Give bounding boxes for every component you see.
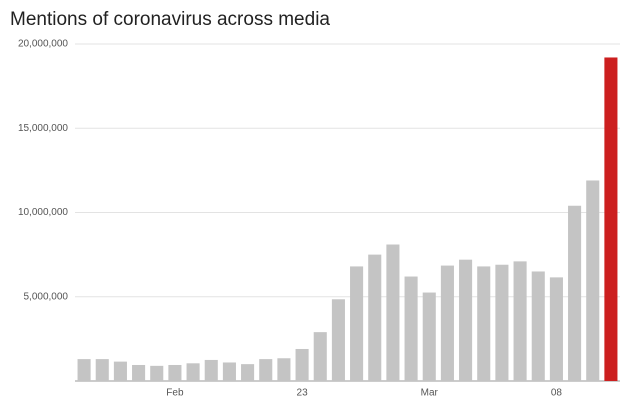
bar xyxy=(295,348,309,381)
bar xyxy=(440,265,454,381)
bar xyxy=(513,261,527,381)
y-tick-label: 20,000,000 xyxy=(18,39,68,50)
bar xyxy=(259,359,273,381)
bar xyxy=(568,205,582,381)
bar xyxy=(386,244,400,381)
bar xyxy=(604,57,618,381)
bar xyxy=(222,362,236,381)
bar xyxy=(77,359,91,381)
bar xyxy=(204,359,218,381)
y-tick-label: 15,000,000 xyxy=(18,123,68,134)
bar xyxy=(95,359,109,381)
x-tick-label: 23 xyxy=(297,388,309,399)
x-tick-label: Mar xyxy=(421,388,439,399)
bar xyxy=(313,332,327,381)
bar xyxy=(113,361,127,381)
bar xyxy=(586,180,600,381)
x-tick-label: Feb xyxy=(166,388,184,399)
bar xyxy=(241,364,255,381)
x-tick-label: 08 xyxy=(551,388,563,399)
bar xyxy=(168,364,182,381)
y-tick-label: 5,000,000 xyxy=(24,291,69,302)
bar xyxy=(404,276,418,381)
y-tick-label: 10,000,000 xyxy=(18,207,68,218)
bar xyxy=(132,364,146,381)
bar xyxy=(422,292,436,381)
bar xyxy=(459,259,473,381)
bar xyxy=(495,264,509,381)
chart-title: Mentions of coronavirus across media xyxy=(10,9,330,30)
bar xyxy=(186,363,200,381)
bar xyxy=(331,299,345,381)
bar xyxy=(350,266,364,381)
bar xyxy=(150,365,164,381)
bar xyxy=(368,254,382,381)
bar xyxy=(549,277,563,381)
bar xyxy=(277,358,291,381)
bar xyxy=(531,271,545,381)
bar xyxy=(477,266,491,381)
